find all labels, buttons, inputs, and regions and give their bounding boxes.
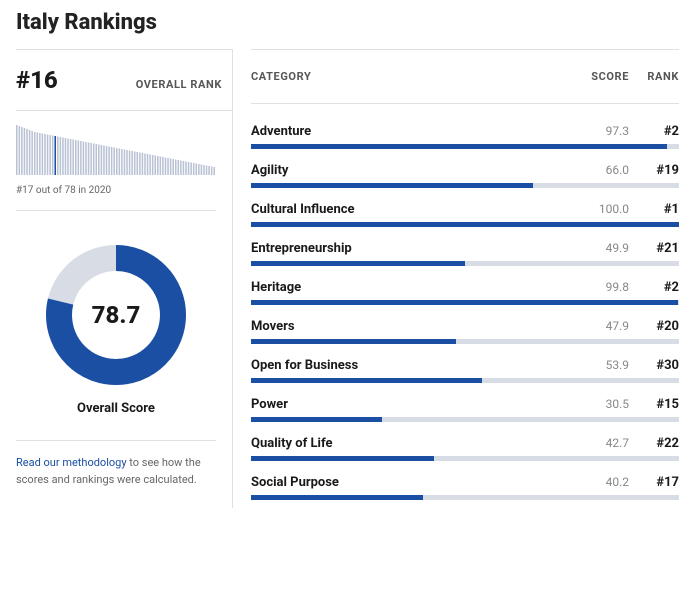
score-bar-fill [251,456,434,461]
category-row[interactable]: Adventure 97.3 #2 [251,118,679,157]
category-score: 99.8 [569,280,629,294]
score-bar-fill [251,183,533,188]
category-score: 47.9 [569,319,629,333]
category-name: Quality of Life [251,436,569,451]
category-row[interactable]: Power 30.5 #15 [251,391,679,430]
score-donut: 78.7 [46,245,186,385]
category-row[interactable]: Movers 47.9 #20 [251,313,679,352]
score-bar-track [251,456,679,461]
category-rank: #15 [629,397,679,412]
category-row[interactable]: Open for Business 53.9 #30 [251,352,679,391]
score-bar-fill [251,144,667,149]
score-bar-fill [251,300,678,305]
overall-rank-header: #16 OVERALL RANK [16,49,232,111]
category-name: Heritage [251,280,569,295]
category-rank: #17 [629,475,679,490]
overall-score-value: 78.7 [92,301,141,329]
score-bar-fill [251,222,679,227]
category-rank: #2 [629,124,679,139]
score-bar-track [251,417,679,422]
category-score: 97.3 [569,124,629,138]
previous-rank-note: #17 out of 78 in 2020 [16,185,216,211]
score-bar-track [251,144,679,149]
category-rows: Adventure 97.3 #2 Agility 66.0 #19 [251,104,679,508]
category-row[interactable]: Heritage 99.8 #2 [251,274,679,313]
category-score: 53.9 [569,358,629,372]
overall-rank-label: OVERALL RANK [136,78,222,91]
score-bar-track [251,222,679,227]
category-score: 49.9 [569,241,629,255]
page-title: Italy Rankings [0,0,695,49]
header-score: SCORE [569,70,629,83]
category-name: Cultural Influence [251,202,569,217]
overall-rank-number: #16 [16,66,58,94]
category-score: 30.5 [569,397,629,411]
score-bar-fill [251,261,465,266]
score-bar-track [251,495,679,500]
category-rank: #20 [629,319,679,334]
score-bar-track [251,183,679,188]
category-score: 40.2 [569,475,629,489]
category-name: Entrepreneurship [251,241,569,256]
overall-score-label: Overall Score [16,401,216,416]
header-rank: RANK [629,70,679,83]
left-column: #16 OVERALL RANK #17 out of 78 in 2020 7… [16,49,232,508]
category-rank: #21 [629,241,679,256]
score-bar-fill [251,378,482,383]
category-header-row: CATEGORY SCORE RANK [251,49,679,104]
score-bar-track [251,300,679,305]
category-rank: #19 [629,163,679,178]
category-name: Social Purpose [251,475,569,490]
category-rank: #30 [629,358,679,373]
category-name: Agility [251,163,569,178]
score-bar-fill [251,495,423,500]
category-name: Open for Business [251,358,569,373]
category-rank: #22 [629,436,679,451]
category-rank: #1 [629,202,679,217]
score-bar-fill [251,339,456,344]
category-row[interactable]: Social Purpose 40.2 #17 [251,469,679,508]
score-bar-track [251,261,679,266]
score-bar-track [251,339,679,344]
overall-score-block: 78.7 Overall Score [16,221,216,441]
category-score: 42.7 [569,436,629,450]
score-bar-track [251,378,679,383]
category-row[interactable]: Quality of Life 42.7 #22 [251,430,679,469]
category-name: Movers [251,319,569,334]
category-row[interactable]: Entrepreneurship 49.9 #21 [251,235,679,274]
rank-sparkline [16,125,216,175]
score-bar-fill [251,417,382,422]
category-name: Power [251,397,569,412]
methodology-link[interactable]: Read our methodology [16,456,127,469]
category-name: Adventure [251,124,569,139]
category-rank: #2 [629,280,679,295]
methodology-note: Read our methodology to see how the scor… [16,441,216,488]
category-score: 100.0 [569,202,629,216]
category-score: 66.0 [569,163,629,177]
content-wrap: #16 OVERALL RANK #17 out of 78 in 2020 7… [0,49,695,508]
right-column: CATEGORY SCORE RANK Adventure 97.3 #2 Ag… [232,49,679,508]
category-row[interactable]: Agility 66.0 #19 [251,157,679,196]
category-row[interactable]: Cultural Influence 100.0 #1 [251,196,679,235]
header-category: CATEGORY [251,70,569,83]
